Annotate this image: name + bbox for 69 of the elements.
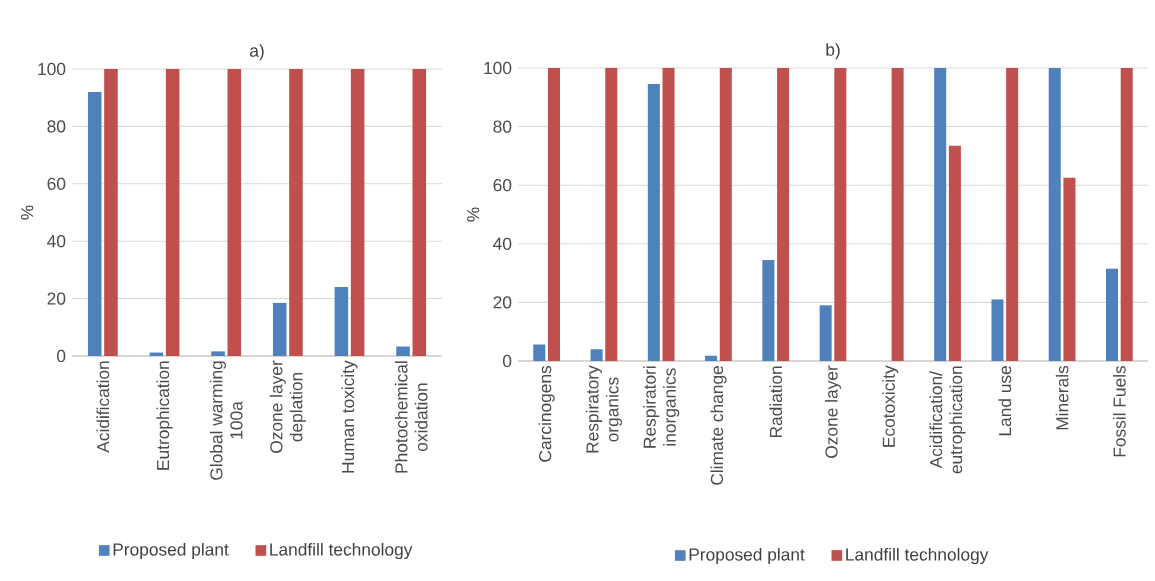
bar bbox=[87, 91, 102, 356]
x-tick-label: Radiation bbox=[769, 366, 783, 438]
x-tick-label: Eutrophication bbox=[156, 361, 173, 470]
bar bbox=[777, 67, 790, 361]
x-tick-label: Photochemical oxidation bbox=[394, 361, 428, 473]
bar bbox=[819, 305, 832, 361]
y-tick-label: 100 bbox=[484, 61, 512, 75]
bar bbox=[719, 67, 732, 361]
legend-label: Proposed plant bbox=[113, 542, 229, 560]
y-tick-label: 80 bbox=[493, 120, 512, 133]
x-tick-label: Climate change bbox=[710, 366, 727, 485]
bar bbox=[350, 68, 365, 356]
y-tick-label: 80 bbox=[47, 120, 66, 133]
bar bbox=[412, 68, 427, 356]
legend-label: Landfill technology bbox=[270, 542, 413, 560]
bar bbox=[1048, 67, 1061, 361]
y-tick-label: 100 bbox=[38, 62, 66, 76]
bar bbox=[948, 145, 961, 361]
bar bbox=[834, 67, 847, 361]
x-tick-label: Respiratori inorganics bbox=[643, 366, 680, 448]
chart-title: b) bbox=[826, 43, 840, 60]
bar bbox=[590, 349, 603, 361]
bar bbox=[934, 67, 947, 361]
bar bbox=[662, 67, 675, 361]
legend-label: Proposed plant bbox=[689, 547, 805, 565]
bar bbox=[533, 344, 546, 361]
y-tick-label: 20 bbox=[47, 292, 66, 305]
x-tick-label: Ozone layer deplation bbox=[269, 360, 306, 453]
bar bbox=[891, 67, 904, 361]
bar bbox=[334, 287, 349, 356]
y-tick-label: 20 bbox=[493, 296, 512, 309]
y-tick-label: 0 bbox=[57, 349, 66, 363]
x-tick-label: Carcinogens bbox=[538, 365, 555, 462]
bar bbox=[289, 68, 303, 356]
bar bbox=[991, 299, 1004, 361]
y-axis-title: % bbox=[467, 207, 480, 222]
bar bbox=[104, 68, 118, 356]
x-tick-label: Global warming 100a bbox=[209, 361, 243, 480]
bar bbox=[705, 355, 718, 361]
x-tick-label: Ecotoxicity bbox=[882, 365, 899, 447]
bar bbox=[605, 67, 618, 361]
chart-title: a) bbox=[250, 44, 264, 61]
x-tick-label: Land use bbox=[998, 366, 1012, 436]
y-tick-label: 60 bbox=[47, 177, 66, 190]
x-tick-label: Human toxicity bbox=[341, 360, 358, 473]
x-tick-label: Acidification/ eutrophication bbox=[929, 366, 966, 474]
bar bbox=[647, 84, 660, 361]
bar bbox=[547, 67, 561, 361]
bar bbox=[1063, 177, 1076, 361]
x-tick-label: Minerals bbox=[1055, 365, 1069, 430]
y-tick-label: 60 bbox=[493, 179, 512, 192]
x-tick-label: Acidification bbox=[96, 361, 110, 453]
bar bbox=[1006, 67, 1019, 361]
y-tick-label: 0 bbox=[503, 354, 512, 368]
x-tick-label: Respiratory organics bbox=[585, 365, 622, 453]
x-tick-label: Ozone layer bbox=[824, 365, 842, 458]
legend-label: Landfill technology bbox=[846, 547, 989, 565]
y-axis-title: % bbox=[21, 205, 34, 220]
bar bbox=[762, 259, 775, 361]
bar bbox=[227, 68, 242, 356]
y-tick-label: 40 bbox=[47, 235, 66, 248]
y-tick-label: 40 bbox=[493, 237, 512, 250]
bar bbox=[272, 302, 287, 356]
bar bbox=[165, 68, 180, 356]
bar bbox=[396, 346, 410, 356]
bar bbox=[1106, 268, 1119, 361]
bar bbox=[211, 351, 225, 356]
bar bbox=[1120, 67, 1133, 361]
x-tick-label: Fossil Fuels bbox=[1112, 365, 1126, 457]
